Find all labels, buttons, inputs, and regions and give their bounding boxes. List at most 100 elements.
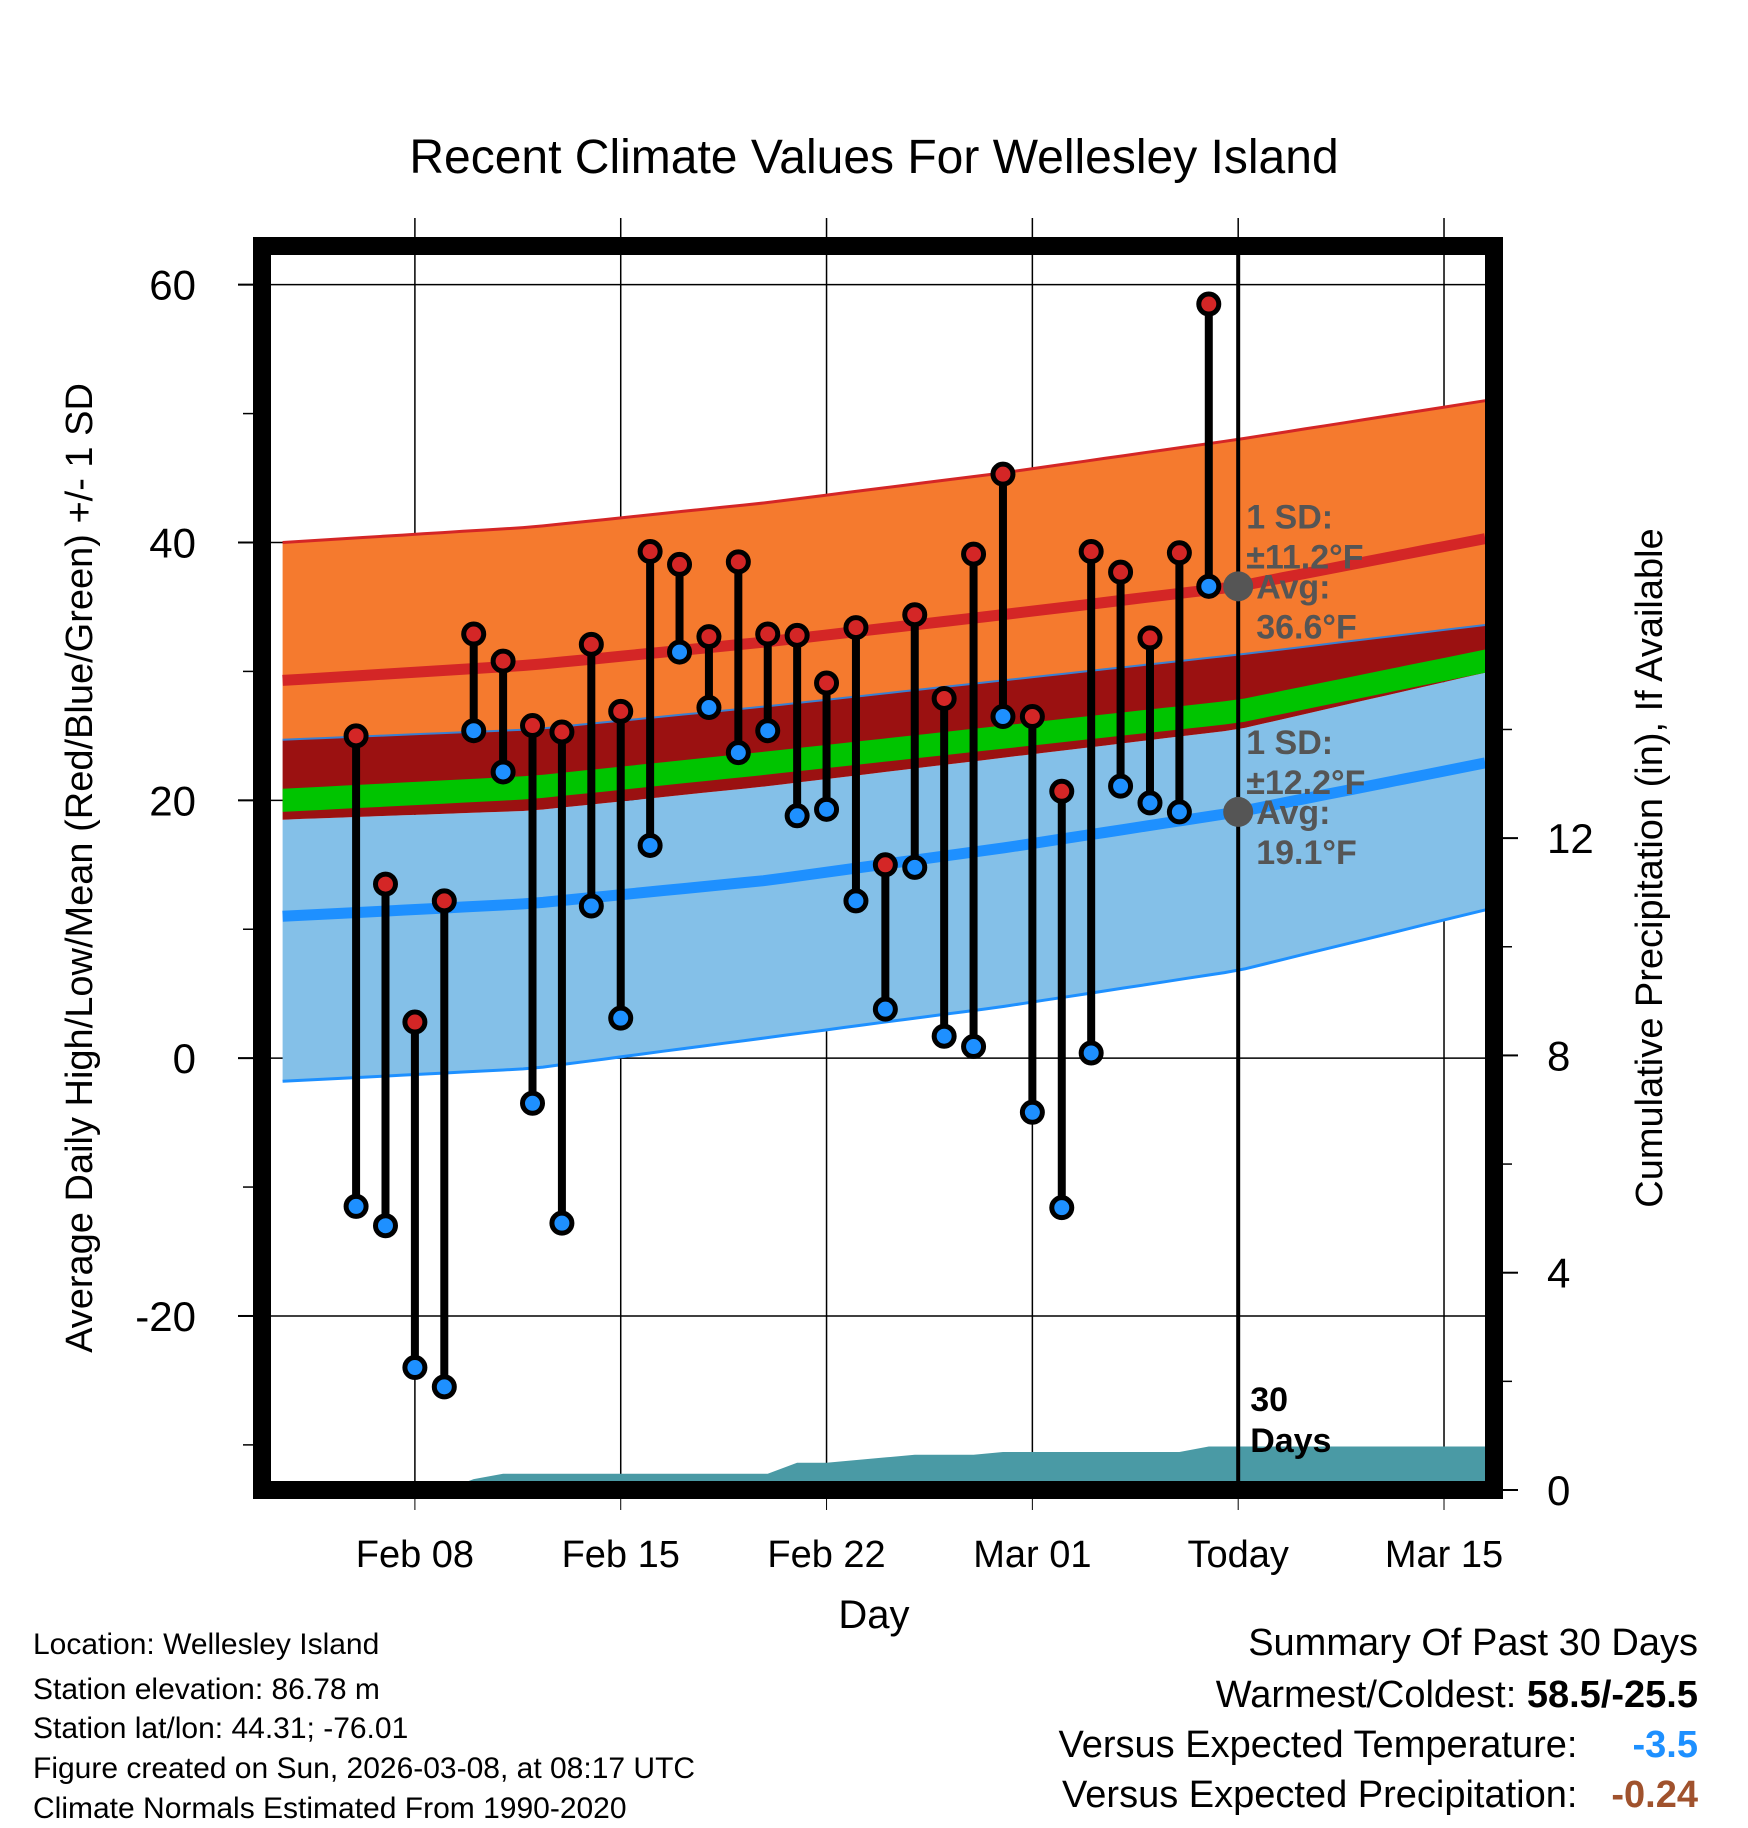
daily-high-point bbox=[372, 871, 398, 897]
y-left-tick-label: 20 bbox=[149, 777, 196, 824]
warmest-coldest-label: Warmest/Coldest: bbox=[1215, 1674, 1517, 1716]
daily-high-point bbox=[961, 541, 987, 567]
daily-low-point bbox=[549, 1210, 575, 1236]
daily-low-point bbox=[784, 803, 810, 829]
observations bbox=[343, 291, 1222, 1400]
high-avg-marker bbox=[1223, 571, 1254, 602]
x-tick-label: Feb 08 bbox=[356, 1534, 474, 1576]
temp-label: Versus Expected Temperature: bbox=[1058, 1724, 1578, 1766]
y-left-tick-label: 0 bbox=[173, 1035, 196, 1082]
daily-high-point bbox=[431, 888, 457, 914]
daily-high-point bbox=[1196, 291, 1222, 317]
daily-high-point bbox=[461, 621, 487, 647]
daily-low-point bbox=[1049, 1195, 1075, 1221]
high-temp-upper-line bbox=[282, 399, 1486, 544]
y-left-tick-label: -20 bbox=[135, 1293, 196, 1340]
daily-low-point bbox=[902, 854, 928, 880]
daily-high-point bbox=[1078, 539, 1104, 565]
temp-value: -3.5 bbox=[1632, 1724, 1698, 1766]
daily-low-point bbox=[372, 1213, 398, 1239]
daily-high-point bbox=[608, 698, 634, 724]
summary-precipitation: Versus Expected Precipitation: -0.24 bbox=[1062, 1776, 1698, 1814]
daily-low-point bbox=[990, 704, 1016, 730]
daily-low-point bbox=[461, 718, 487, 744]
daily-high-point bbox=[549, 719, 575, 745]
mean-temp-center-band bbox=[282, 649, 1486, 812]
low-avg-label: Avg: bbox=[1256, 794, 1330, 832]
daily-high-point bbox=[696, 624, 722, 650]
low-avg-marker bbox=[1223, 796, 1254, 827]
window-days-unit: Days bbox=[1250, 1422, 1331, 1460]
high-sd-value: ±11.2°F bbox=[1246, 538, 1363, 576]
daily-high-point bbox=[902, 602, 928, 628]
daily-high-point bbox=[814, 670, 840, 696]
high-avg-label: Avg: bbox=[1256, 568, 1330, 606]
daily-high-point bbox=[1019, 704, 1045, 730]
daily-low-point bbox=[520, 1090, 546, 1116]
x-tick-label: Mar 15 bbox=[1385, 1534, 1503, 1576]
daily-low-point bbox=[931, 1023, 957, 1049]
daily-high-point bbox=[343, 723, 369, 749]
daily-high-point bbox=[872, 852, 898, 878]
y-right-tick-label: 12 bbox=[1547, 815, 1594, 862]
summary-temperature: Versus Expected Temperature: -3.5 bbox=[1059, 1726, 1698, 1764]
daily-low-point bbox=[755, 718, 781, 744]
y-right-tick-label: 4 bbox=[1547, 1250, 1570, 1297]
daily-low-point bbox=[1108, 773, 1134, 799]
daily-low-point bbox=[490, 759, 516, 785]
daily-low-point bbox=[1019, 1099, 1045, 1125]
precip-label: Versus Expected Precipitation: bbox=[1062, 1774, 1578, 1816]
daily-low-point bbox=[696, 695, 722, 721]
low-avg-value: 19.1°F bbox=[1256, 834, 1357, 872]
cumulative-precipitation-area bbox=[282, 1446, 1486, 1490]
daily-low-point bbox=[1166, 799, 1192, 825]
y-axis-left-label: Average Daily High/Low/Mean (Red/Blue/Gr… bbox=[59, 383, 101, 1353]
daily-low-point bbox=[431, 1374, 457, 1400]
low-sd-title: 1 SD: bbox=[1246, 724, 1333, 762]
daily-low-point bbox=[814, 796, 840, 822]
daily-low-point bbox=[1078, 1040, 1104, 1066]
info-location: Location: Wellesley Island bbox=[33, 1628, 380, 1661]
daily-high-point bbox=[637, 539, 663, 565]
daily-low-point bbox=[637, 832, 663, 858]
daily-low-point bbox=[667, 639, 693, 665]
daily-high-point bbox=[578, 631, 604, 657]
window-days-number: 30 bbox=[1250, 1381, 1288, 1419]
precipitation-area bbox=[282, 1446, 1486, 1490]
daily-low-point bbox=[578, 893, 604, 919]
daily-low-point bbox=[1137, 790, 1163, 816]
daily-high-point bbox=[1108, 559, 1134, 585]
daily-high-point bbox=[1049, 778, 1075, 804]
daily-high-point bbox=[520, 713, 546, 739]
summary-title: Summary Of Past 30 Days bbox=[1248, 1622, 1698, 1664]
plot-frame bbox=[253, 237, 1503, 1499]
daily-high-point bbox=[784, 622, 810, 648]
high-avg-value: 36.6°F bbox=[1256, 608, 1357, 646]
daily-low-point bbox=[872, 996, 898, 1022]
daily-low-point bbox=[961, 1034, 987, 1060]
x-tick-label: Feb 15 bbox=[562, 1534, 680, 1576]
y-right-tick-label: 0 bbox=[1547, 1467, 1570, 1514]
x-tick-label: Today bbox=[1187, 1534, 1288, 1576]
daily-high-point bbox=[990, 461, 1016, 487]
y-right-tick-label: 8 bbox=[1547, 1032, 1570, 1079]
summary-warmest-coldest: Warmest/Coldest: 58.5/-25.5 bbox=[1216, 1676, 1698, 1714]
daily-low-point bbox=[725, 740, 751, 766]
axes-layer: Feb 08 Feb 15 Feb 22 Mar 01 Today Mar 15 -20 0 2… bbox=[135, 262, 1593, 1576]
y-left-tick-label: 60 bbox=[149, 262, 196, 309]
warmest-coldest-value: 58.5/-25.5 bbox=[1526, 1674, 1698, 1716]
daily-low-point bbox=[402, 1355, 428, 1381]
daily-high-point bbox=[755, 621, 781, 647]
daily-high-point bbox=[1137, 625, 1163, 651]
daily-high-point bbox=[1166, 540, 1192, 566]
high-temp-mean-line bbox=[282, 533, 1487, 686]
x-tick-label: Feb 22 bbox=[767, 1534, 885, 1576]
y-axis-right-label: Cumulative Precipitation (in), If Availa… bbox=[1629, 528, 1671, 1207]
daily-high-point bbox=[402, 1009, 428, 1035]
daily-low-point bbox=[843, 888, 869, 914]
low-temp-lower-line bbox=[282, 908, 1486, 1083]
low-sd-value: ±12.2°F bbox=[1246, 764, 1365, 802]
info-latlon: Station lat/lon: 44.31; -76.01 bbox=[33, 1712, 409, 1745]
